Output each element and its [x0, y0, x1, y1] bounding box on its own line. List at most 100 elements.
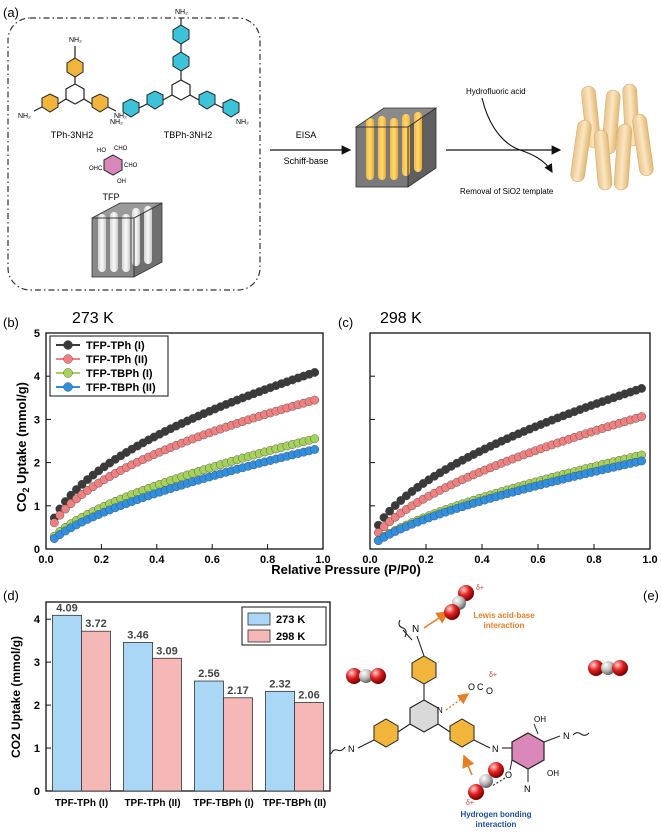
- co2-molecule-hbond: [468, 762, 504, 800]
- x-tick-label: 1.0: [315, 554, 330, 566]
- y-tick-label: 2: [34, 700, 40, 712]
- data-point: [49, 518, 59, 528]
- x-tick-label: 0.0: [38, 554, 53, 566]
- x-tick-label: 0.4: [149, 554, 165, 566]
- cho-label: CHO: [124, 163, 138, 169]
- tfp-label: TFP: [103, 192, 120, 202]
- panel-a-label: (a): [3, 5, 19, 20]
- lewis-label-1: Lewis acid-base: [473, 611, 535, 620]
- isotherm-chart-298k: 0.0 0.2 0.4 0.6 0.8 1.0: [362, 332, 658, 566]
- bar: [123, 641, 153, 792]
- data-point: [72, 485, 81, 494]
- x-tick-label: 0.0: [362, 554, 377, 566]
- o-atom-label: O: [468, 682, 475, 692]
- nh2-label: NH₂: [69, 37, 82, 44]
- y-tick-label: 0: [34, 544, 40, 556]
- hf-curve-arrow: [481, 97, 553, 173]
- bar: [294, 702, 324, 792]
- co2-molecule-triazine: O C O: [468, 682, 493, 696]
- legend-marker: [63, 382, 73, 392]
- panel-e-label: (e): [643, 588, 659, 603]
- series-3: [373, 456, 646, 546]
- xlabel-relative-pressure: Relative Pressure (P/P0): [271, 562, 421, 577]
- legend-marker: [63, 368, 73, 378]
- data-point: [310, 395, 320, 405]
- bar: [194, 680, 224, 792]
- o-atom-label: O: [486, 686, 493, 696]
- tbph-3nh2-molecule: NH₂ NH₂ NH₂: [110, 9, 249, 126]
- legend-marker: [63, 354, 73, 364]
- nh2-label: NH₂: [110, 119, 123, 126]
- legend-label: TFP-TBPh (II): [86, 382, 156, 394]
- x-tick-label: 0.2: [94, 554, 109, 566]
- legend-label: TFP-TPh (I): [86, 340, 145, 352]
- lewis-arrow: [423, 611, 450, 629]
- precursor-box: [7, 17, 261, 291]
- tfp-molecule: CHO HO CHO OHC OH: [89, 146, 138, 185]
- schiff-base-label: Schiff-base: [284, 156, 329, 166]
- data-point: [390, 501, 400, 510]
- mechanism-scheme: N δ+ Lewis acid-base interaction N O C O…: [330, 585, 628, 829]
- legend-label: TFP-TPh (II): [86, 354, 148, 366]
- hbond-label-2: interaction: [476, 820, 517, 829]
- panel-c-label: (c): [338, 315, 353, 330]
- n-atom-label: N: [412, 624, 419, 635]
- plot-frame: [45, 332, 324, 550]
- category-label: TPF-TBPh (I): [193, 798, 254, 809]
- triazine-n-label: N: [437, 706, 443, 715]
- y-tick-label: 5: [34, 328, 40, 340]
- category-label: TPF-TPh (I): [55, 798, 108, 809]
- plot-frame: [45, 601, 331, 792]
- delta-plus-label: δ+: [466, 800, 474, 807]
- plot-frame: [369, 332, 651, 550]
- category-label: TPF-TBPh (II): [263, 798, 326, 809]
- panel-d-label: (d): [3, 588, 19, 603]
- n-atom-label: N: [348, 744, 355, 754]
- legend-marker: [63, 340, 73, 350]
- o-atom-label: O: [505, 770, 512, 780]
- series-2: [373, 450, 646, 545]
- ohc-label: OHC: [89, 166, 103, 172]
- y-tick-label: 3: [34, 657, 40, 669]
- n-atom-label: N: [524, 784, 531, 794]
- chart-d-ylabel: CO2 Uptake (mmol/g): [9, 636, 23, 758]
- tph-3nh2-label: TPh-3NH2: [51, 130, 94, 140]
- nh2-label: NH₂: [114, 113, 127, 120]
- co2-free-left: [346, 668, 386, 684]
- data-point: [637, 384, 646, 393]
- hbond-label-1: Hydrogen bonding: [460, 810, 531, 819]
- co2-molecule-lewis: [444, 585, 474, 620]
- bar: [52, 614, 82, 792]
- legend-swatch: [247, 629, 271, 643]
- data-point: [379, 522, 389, 532]
- x-tick-label: 0.8: [260, 554, 275, 566]
- series-1: [373, 412, 646, 537]
- bar-value-label: 3.72: [85, 618, 106, 630]
- category-label: TPF-TPh (II): [124, 798, 180, 809]
- panel-b-label: (b): [3, 315, 19, 330]
- n-atom-label: N: [563, 731, 570, 741]
- series-0: [49, 368, 320, 523]
- data-point: [385, 506, 394, 516]
- c-atom-label: C: [477, 682, 484, 692]
- legend-label: 273 K: [276, 614, 305, 626]
- series-0: [373, 384, 646, 530]
- delta-plus-label: δ+: [476, 585, 484, 592]
- legend-swatch: [247, 612, 271, 626]
- y-tick-label: 1: [34, 501, 40, 513]
- oh-label: OH: [117, 179, 126, 185]
- data-point: [637, 456, 646, 466]
- legend-label: 298 K: [276, 631, 305, 643]
- data-point: [310, 445, 320, 454]
- legend-label: TFP-TBPh (I): [86, 368, 153, 380]
- bar: [81, 630, 111, 792]
- bar-value-label: 2.56: [198, 668, 219, 680]
- bar-value-label: 3.09: [156, 645, 177, 657]
- nh2-label: NH₂: [18, 113, 31, 120]
- data-point: [310, 368, 320, 377]
- eisa-label: EISA: [296, 130, 317, 140]
- tph-3nh2-molecule: NH₂ NH₂ NH₂: [18, 37, 127, 120]
- removal-template-label: Removal of SiO2 template: [460, 187, 554, 196]
